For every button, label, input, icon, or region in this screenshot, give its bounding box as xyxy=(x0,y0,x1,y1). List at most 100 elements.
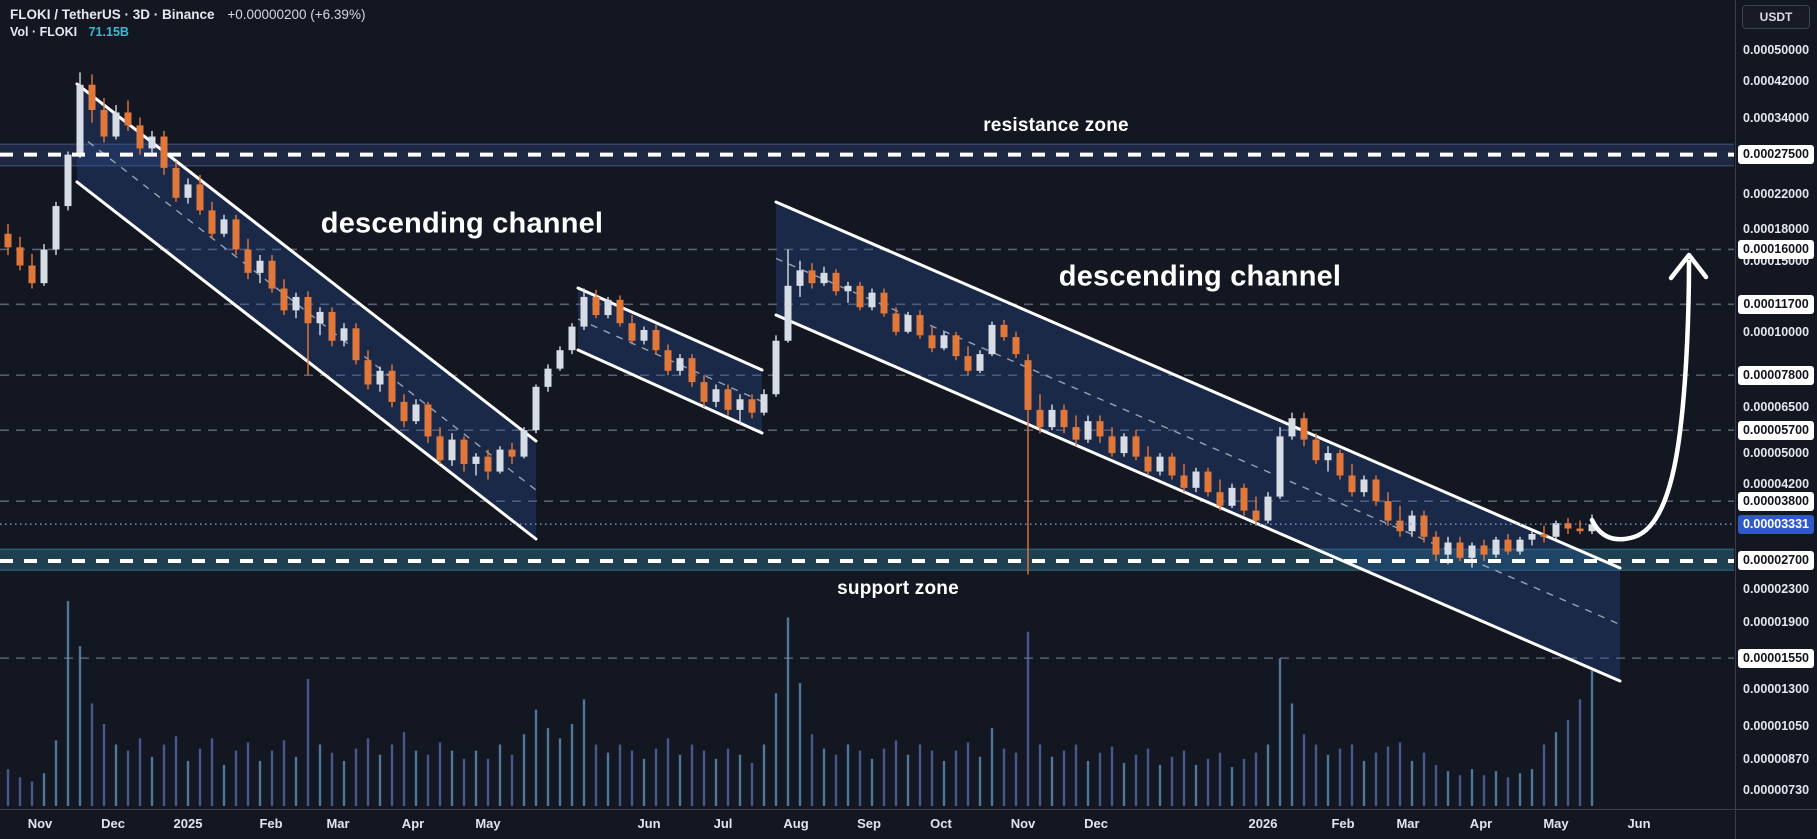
volume-bar xyxy=(1026,631,1030,806)
volume-bar xyxy=(594,744,598,806)
price-axis[interactable]: USDT 0.00050000 0.00042000 0.00034000 0.000… xyxy=(1735,0,1817,809)
price-tick: 0.00006500 xyxy=(1743,400,1810,415)
volume-bar xyxy=(1098,752,1102,806)
time-label-year: 2025 xyxy=(173,816,203,831)
price-level-label: 0.00027500 xyxy=(1738,145,1814,165)
volume-bar xyxy=(330,752,334,806)
volume-bar xyxy=(954,750,958,806)
volume-bar xyxy=(1350,744,1354,806)
volume-bar xyxy=(1086,760,1090,806)
candle-body xyxy=(1588,524,1596,532)
candle-body xyxy=(364,360,372,385)
candle-body xyxy=(784,285,792,341)
volume-value: 71.15B xyxy=(88,25,129,39)
price-change: +0.00000200 (+6.39%) xyxy=(227,7,366,22)
candle-body xyxy=(1456,542,1464,558)
candle-body xyxy=(1468,545,1476,558)
candle-body xyxy=(160,136,168,168)
volume-bar xyxy=(990,728,994,806)
candle-body xyxy=(640,330,648,341)
volume-bar xyxy=(186,760,190,806)
volume-bar xyxy=(546,728,550,806)
candle-body xyxy=(796,270,804,286)
volume-bar xyxy=(966,742,970,806)
candle-body xyxy=(1024,360,1032,410)
volume-bar xyxy=(846,744,850,806)
volume-bar xyxy=(1146,748,1150,806)
candle-body xyxy=(100,109,108,137)
currency-toggle-button[interactable]: USDT xyxy=(1742,5,1810,29)
candle-body xyxy=(964,356,972,371)
volume-bar xyxy=(462,758,466,806)
volume-bar xyxy=(750,762,754,806)
candle-body xyxy=(736,399,744,410)
candle-body xyxy=(304,296,312,324)
volume-bar xyxy=(138,738,142,806)
volume-bar xyxy=(1158,765,1162,806)
price-tick: 0.00000730 xyxy=(1743,782,1810,797)
volume-bar xyxy=(1170,756,1174,806)
candle-body xyxy=(1060,409,1068,428)
volume-bar xyxy=(450,750,454,806)
volume-bar xyxy=(294,756,298,806)
candle-body xyxy=(616,299,624,324)
time-axis[interactable]: Nov Dec 2025 Feb Mar Apr May Jun Jul Aug Sep Oct Nov… xyxy=(0,809,1735,839)
candle-body xyxy=(952,335,960,357)
volume-bar xyxy=(1062,750,1066,806)
channel-lower-line-2[interactable] xyxy=(576,348,764,435)
candle-body xyxy=(184,184,192,198)
volume-bar xyxy=(1266,744,1270,806)
candle-body xyxy=(916,315,924,336)
candle-body xyxy=(808,270,816,284)
support-zone-label[interactable]: support zone xyxy=(837,578,959,599)
time-label-month: Nov xyxy=(27,816,53,831)
candle-body xyxy=(868,292,876,308)
volume-bar xyxy=(606,752,610,806)
candle-body xyxy=(1168,456,1176,476)
candle-body xyxy=(1240,487,1248,511)
volume-bar xyxy=(690,744,694,806)
volume-bar xyxy=(918,744,922,806)
candle-body xyxy=(1300,418,1308,440)
candle-body xyxy=(1432,536,1440,555)
candle-body xyxy=(700,382,708,402)
volume-row[interactable]: Vol · FLOKI 71.15B xyxy=(10,24,365,41)
volume-bar xyxy=(42,773,46,806)
candle-body xyxy=(532,386,540,431)
projection-arrow[interactable] xyxy=(1589,259,1692,542)
symbol-row[interactable]: FLOKI / TetherUS · 3D · Binance +0.00000… xyxy=(10,6,365,23)
channel-lower-line-3[interactable] xyxy=(774,313,1622,683)
time-label-month: Mar xyxy=(1396,816,1420,831)
price-tick: 0.00004200 xyxy=(1743,476,1810,491)
candle-body xyxy=(1360,479,1368,493)
resistance-zone-label[interactable]: resistance zone xyxy=(983,115,1129,136)
chart-plot-area[interactable] xyxy=(0,0,1735,809)
volume-bar xyxy=(474,750,478,806)
price-level-label: 0.00005700 xyxy=(1738,420,1814,440)
candle-body xyxy=(1444,542,1452,555)
price-tick: 0.00001900 xyxy=(1743,615,1810,630)
candle-body xyxy=(256,260,264,273)
volume-bar xyxy=(1182,750,1186,806)
volume-bar xyxy=(786,617,790,806)
volume-bar xyxy=(402,732,406,806)
time-label-month: Dec xyxy=(1084,816,1108,831)
channel-upper-line-1[interactable] xyxy=(75,82,538,443)
descending-channel-label-1[interactable]: descending channel xyxy=(320,207,604,240)
candle-body xyxy=(1516,539,1524,552)
volume-bar xyxy=(1494,771,1498,806)
interval-exchange[interactable]: · 3D · Binance xyxy=(124,7,215,22)
candle-body xyxy=(1252,510,1260,521)
symbol-title[interactable]: FLOKI / TetherUS xyxy=(10,7,121,22)
channel-lower-line-1[interactable] xyxy=(75,180,538,541)
descending-channel-label-2[interactable]: descending channel xyxy=(1058,260,1342,293)
volume-bar xyxy=(942,760,946,806)
time-label-month: Jun xyxy=(637,816,661,831)
candle-body xyxy=(1276,436,1284,497)
channel-upper-line-3[interactable] xyxy=(774,200,1622,570)
descending-channel-fill-3[interactable] xyxy=(776,202,1620,681)
candle-body xyxy=(652,330,660,351)
volume-bar xyxy=(270,750,274,806)
candle-body xyxy=(400,401,408,422)
volume-bar xyxy=(1242,758,1246,806)
